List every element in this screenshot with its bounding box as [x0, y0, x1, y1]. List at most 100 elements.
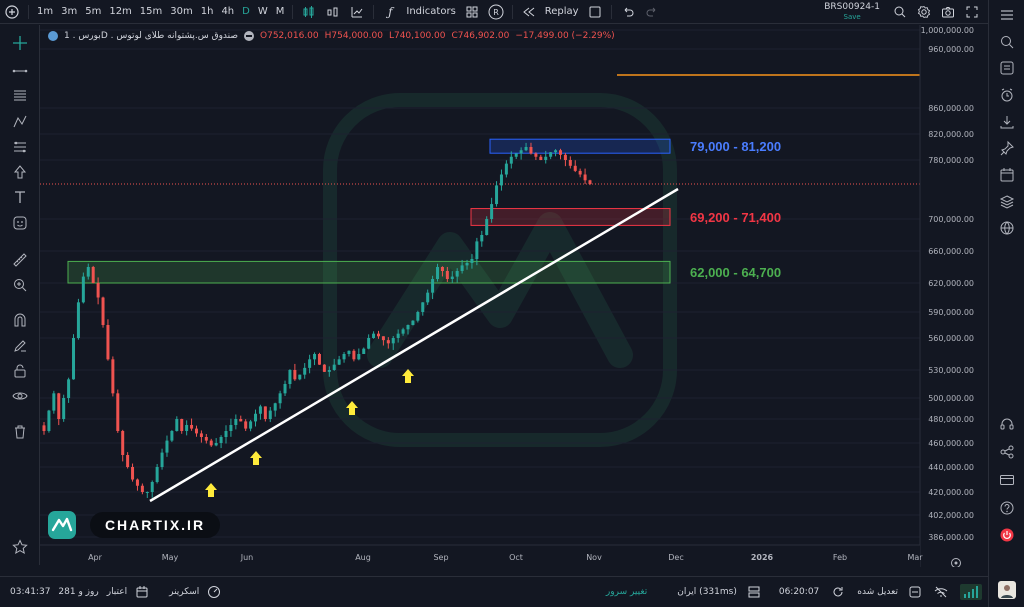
help-icon[interactable] [997, 498, 1017, 518]
zoom-in-icon[interactable] [10, 275, 30, 295]
pin-icon[interactable] [997, 138, 1017, 158]
screener-icon[interactable] [207, 585, 221, 599]
replay-icon[interactable] [520, 3, 538, 21]
time-axis: Apr May Jun Aug Sep Oct Nov Dec 2026 Feb Mar [88, 553, 923, 562]
emoji-tool-icon[interactable] [10, 213, 30, 233]
symbol-legend[interactable]: بورس . 1D . صندوق س.پشتوانه طلای لوتوس O… [48, 31, 615, 41]
calendar-icon[interactable] [997, 165, 1017, 185]
replay-button[interactable]: Replay [544, 5, 579, 17]
zone-label: 62,000 - 64,700 [690, 265, 781, 280]
adjust-icon[interactable] [908, 585, 922, 599]
up-arrow-marker[interactable] [205, 483, 217, 497]
timeframe-d-button[interactable]: D [242, 5, 250, 17]
support-icon[interactable] [997, 414, 1017, 434]
indicators-button[interactable]: Indicators [406, 5, 456, 17]
time-axis-bg[interactable] [40, 545, 920, 567]
magnet-icon[interactable] [10, 310, 30, 330]
candle-type-icon[interactable] [300, 3, 318, 21]
layout-name-block[interactable]: BRS00924-1 Save [824, 2, 880, 22]
arrow-up-tool-icon[interactable] [10, 162, 30, 182]
screener-label[interactable]: اسکرینر [169, 587, 200, 597]
templates-icon[interactable] [463, 3, 481, 21]
search-icon[interactable] [997, 32, 1017, 52]
axis-settings-icon[interactable] [951, 558, 961, 568]
trash-icon[interactable] [10, 422, 30, 442]
trend-line[interactable] [149, 187, 679, 503]
indicators-icon[interactable]: ƒ [388, 4, 393, 19]
candle-body [121, 431, 125, 455]
candle-body [273, 403, 277, 411]
add-symbol-icon[interactable] [3, 3, 21, 21]
eye-icon[interactable] [10, 386, 30, 406]
quick-search-icon[interactable] [891, 3, 909, 21]
candle-body [416, 312, 420, 321]
star-icon[interactable] [10, 537, 30, 557]
download-icon[interactable] [997, 112, 1017, 132]
up-arrow-marker[interactable] [250, 451, 262, 465]
compare-icon[interactable] [324, 3, 342, 21]
settings-gear-icon[interactable] [915, 3, 933, 21]
time-tick-label: Feb [833, 553, 847, 562]
alert-icon[interactable]: R [487, 3, 505, 21]
candle-body [72, 338, 76, 380]
candle-body [519, 150, 523, 154]
fullscreen-icon[interactable] [963, 3, 981, 21]
timeframe-m-button[interactable]: M [275, 5, 285, 17]
candle-body [190, 425, 194, 429]
price-tick-label: 620,000.00 [928, 279, 974, 288]
fib-tool-icon[interactable] [10, 137, 30, 157]
timeframe-w-button[interactable]: W [257, 5, 268, 17]
price-axis-bg[interactable] [920, 25, 988, 567]
timeframe-4h-button[interactable]: 4h [221, 5, 235, 17]
refresh-icon[interactable] [831, 585, 845, 599]
credit-icon[interactable] [135, 585, 149, 599]
text-tool-icon[interactable] [10, 187, 30, 207]
zone-box[interactable] [489, 138, 671, 154]
trendline-tool-icon[interactable] [10, 61, 30, 81]
chart-style-icon[interactable] [348, 3, 366, 21]
alarm-icon[interactable] [997, 85, 1017, 105]
candle-body [421, 302, 425, 312]
ruler-icon[interactable] [10, 250, 30, 270]
redo-icon[interactable] [643, 3, 661, 21]
timeframe-3m-button[interactable]: 3m [61, 5, 78, 17]
share-icon[interactable] [997, 442, 1017, 462]
up-arrow-marker[interactable] [346, 401, 358, 415]
globe-icon[interactable] [997, 218, 1017, 238]
price-tick-label: 480,000.00 [928, 415, 974, 424]
avatar[interactable] [997, 580, 1017, 600]
layers-icon[interactable] [997, 192, 1017, 212]
timeframe-1h-button[interactable]: 1h [200, 5, 214, 17]
lock-icon[interactable] [10, 361, 30, 381]
price-chart[interactable]: 79,000 - 81,200 69,200 - 71,400 62,000 - 6… [40, 25, 988, 567]
zone-box[interactable] [470, 208, 671, 226]
watchlist-icon[interactable] [997, 58, 1017, 78]
adjusted-label[interactable]: تعدیل شده [857, 587, 898, 597]
draw-mode-icon[interactable] [10, 336, 30, 356]
horizontal-lines-icon[interactable] [10, 86, 30, 106]
candle-body [57, 393, 61, 419]
power-icon[interactable] [997, 525, 1017, 545]
up-arrow-marker[interactable] [402, 369, 414, 383]
candle-body [376, 333, 380, 337]
candle-body [308, 359, 312, 368]
change-server-link[interactable]: تغییر سرور [605, 587, 648, 597]
symbol-title[interactable]: بورس . 1D . صندوق س.پشتوانه طلای لوتوس [64, 31, 239, 41]
card-icon[interactable] [997, 470, 1017, 490]
fullscreen-box-icon[interactable] [586, 3, 604, 21]
legend-collapse-icon[interactable] [244, 31, 255, 41]
time-tick-label: Dec [668, 553, 683, 562]
pitchfork-icon[interactable] [10, 112, 30, 132]
timeframe-30m-button[interactable]: 30m [170, 5, 193, 17]
timeframe-12m-button[interactable]: 12m [109, 5, 132, 17]
undo-icon[interactable] [619, 3, 637, 21]
crosshair-icon[interactable] [10, 33, 30, 53]
camera-icon[interactable] [939, 3, 957, 21]
timeframe-1m-button[interactable]: 1m [37, 5, 54, 17]
timeframe-5m-button[interactable]: 5m [85, 5, 102, 17]
zone-box[interactable] [67, 260, 671, 284]
candle-body [337, 359, 341, 365]
menu-icon[interactable] [997, 5, 1017, 25]
candle-body [332, 364, 336, 370]
timeframe-15m-button[interactable]: 15m [139, 5, 163, 17]
